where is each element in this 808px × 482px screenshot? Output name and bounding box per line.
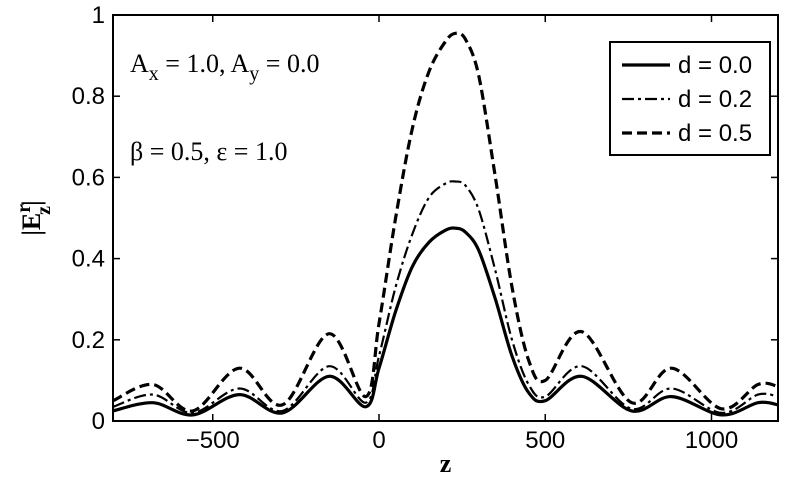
annotations: Ax = 1.0, Ay = 0.0 β = 0.5, ε = 1.0 — [130, 49, 319, 166]
y-tick-label: 0.6 — [72, 164, 105, 191]
y-axis-title-sub: z — [33, 206, 55, 215]
legend-label-2: d = 0.5 — [678, 120, 752, 147]
ticks-layer: −500 0 500 1000 0 0.2 0.4 0.6 0.8 1 — [72, 2, 778, 454]
annotation-0-part: x — [149, 63, 159, 85]
annotation-0: Ax = 1.0, Ay = 0.0 — [130, 49, 319, 85]
y-tick-label: 1 — [92, 2, 105, 29]
annotation-1: β = 0.5, ε = 1.0 — [130, 137, 287, 166]
axes-frame — [112, 14, 779, 422]
series-line-2 — [113, 31, 778, 413]
x-tick-label: 1000 — [685, 427, 738, 454]
y-tick-label: 0.2 — [72, 327, 105, 354]
x-tick-label: 500 — [525, 427, 565, 454]
series-line-0 — [113, 226, 778, 417]
y-tick-label: 0.4 — [72, 246, 105, 273]
y-axis-title-base: |E — [17, 213, 46, 236]
x-axis-title: z — [440, 449, 452, 478]
x-tick-label: 0 — [372, 427, 385, 454]
annotation-0-part: = 1.0, A — [159, 49, 250, 78]
x-tick-label: −500 — [186, 427, 240, 454]
y-tick-label: 0 — [92, 408, 105, 435]
y-axis-title: |Erz| — [13, 200, 55, 236]
y-tick-label: 0.8 — [72, 83, 105, 110]
annotation-0-part: A — [130, 49, 149, 78]
plot-area: −500 0 500 1000 0 0.2 0.4 0.6 0.8 1 — [72, 2, 779, 454]
legend-label-1: d = 0.2 — [678, 86, 752, 113]
y-axis-title-close: | — [17, 200, 46, 206]
legend-label-0: d = 0.0 — [678, 52, 752, 79]
series-line-1 — [113, 180, 778, 415]
annotation-0-part: = 0.0 — [259, 49, 319, 78]
annotation-1-part: β = 0.5, ε = 1.0 — [130, 137, 287, 166]
series-layer — [113, 31, 778, 417]
legend-box — [609, 41, 771, 156]
annotation-0-part: y — [249, 63, 259, 85]
legend: d = 0.0 d = 0.2 d = 0.5 — [609, 41, 771, 156]
y-axis-title-sup: r — [13, 204, 35, 213]
